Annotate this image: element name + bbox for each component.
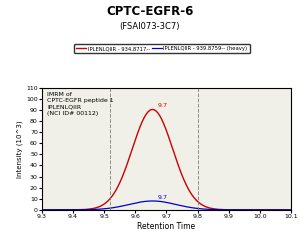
Y-axis label: Intensity (10^3): Intensity (10^3) [17, 120, 23, 178]
Text: 9.7: 9.7 [157, 195, 167, 200]
Text: IMRM of
CPTC-EGFR peptide 1
IPLENLQIIR
(NCI ID# 00112): IMRM of CPTC-EGFR peptide 1 IPLENLQIIR (… [47, 92, 114, 116]
Text: (FSAI073-3C7): (FSAI073-3C7) [120, 22, 180, 31]
Legend: IPLENLQIIR - 934.8717--, IPLENLQIIR - 939.8759-- (heavy): IPLENLQIIR - 934.8717--, IPLENLQIIR - 93… [74, 44, 250, 53]
X-axis label: Retention Time: Retention Time [137, 222, 196, 231]
Text: 9.7: 9.7 [157, 103, 167, 108]
Text: CPTC-EGFR-6: CPTC-EGFR-6 [106, 5, 194, 18]
